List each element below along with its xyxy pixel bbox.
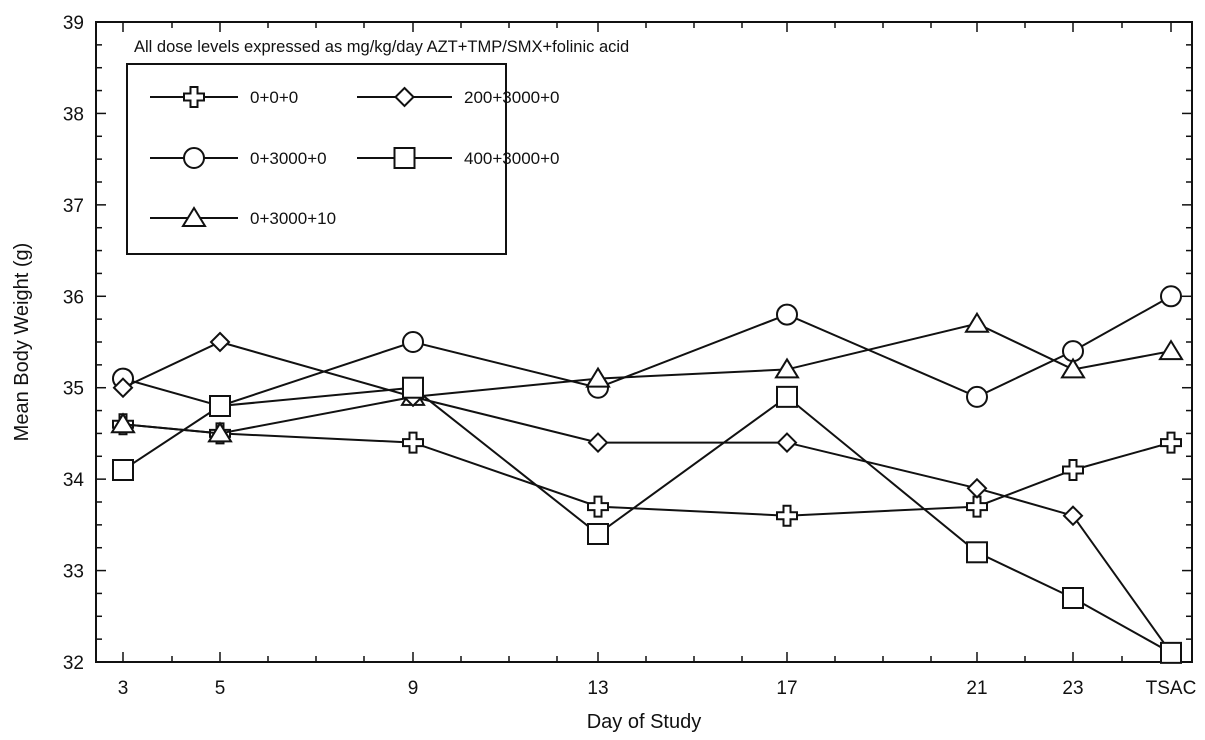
x-tick-label: 13	[587, 678, 608, 699]
x-tick-label: TSAC	[1146, 678, 1197, 699]
series-cross	[113, 414, 1181, 525]
cross-marker	[403, 433, 423, 453]
series-triangle	[112, 314, 1182, 442]
legend-label: 0+3000+10	[250, 209, 336, 228]
square-marker	[210, 396, 230, 416]
cross-marker	[777, 506, 797, 526]
square-marker	[1063, 588, 1083, 608]
x-tick-label: 23	[1062, 678, 1083, 699]
y-tick-label: 35	[63, 379, 84, 400]
series-line	[123, 424, 1171, 515]
legend-label: 0+3000+0	[250, 149, 327, 168]
cross-marker	[1161, 433, 1181, 453]
y-tick-label: 34	[63, 470, 85, 491]
series-layer	[112, 286, 1182, 663]
square-marker	[967, 542, 987, 562]
y-tick-label: 38	[63, 104, 84, 125]
square-marker	[588, 524, 608, 544]
y-tick-label: 36	[63, 287, 84, 308]
cross-marker	[967, 497, 987, 517]
circle-marker	[403, 332, 423, 352]
y-axis-title: Mean Body Weight (g)	[11, 243, 33, 442]
x-tick-label: 21	[966, 678, 987, 699]
legend-label: 400+3000+0	[464, 149, 560, 168]
series-circle	[113, 286, 1181, 416]
square-marker	[403, 378, 423, 398]
chart-annotation: All dose levels expressed as mg/kg/day A…	[134, 38, 629, 56]
y-tick-label: 32	[63, 653, 84, 674]
square-marker	[113, 460, 133, 480]
circle-marker	[777, 305, 797, 325]
square-marker	[395, 148, 415, 168]
diamond-marker	[1064, 507, 1082, 525]
triangle-marker	[966, 314, 988, 332]
series-line	[123, 388, 1171, 653]
x-tick-label: 3	[118, 678, 129, 699]
y-tick-label: 39	[63, 13, 84, 34]
diamond-marker	[589, 434, 607, 452]
cross-marker	[588, 497, 608, 517]
square-marker	[1161, 643, 1181, 663]
circle-marker	[184, 148, 204, 168]
diamond-marker	[778, 434, 796, 452]
x-axis-title: Day of Study	[587, 711, 702, 733]
diamond-marker	[211, 333, 229, 351]
triangle-marker	[1160, 341, 1182, 359]
x-tick-label: 9	[408, 678, 419, 699]
circle-marker	[967, 387, 987, 407]
legend-label: 200+3000+0	[464, 88, 560, 107]
x-tick-label: 17	[776, 678, 797, 699]
cross-marker	[1063, 460, 1083, 480]
legend-label: 0+0+0	[250, 88, 298, 107]
square-marker	[777, 387, 797, 407]
y-tick-label: 33	[63, 562, 84, 583]
series-square	[113, 378, 1181, 663]
circle-marker	[1161, 286, 1181, 306]
y-tick-label: 37	[63, 196, 84, 217]
x-tick-label: 5	[215, 678, 226, 699]
diamond-marker	[968, 479, 986, 497]
series-line	[123, 296, 1171, 406]
